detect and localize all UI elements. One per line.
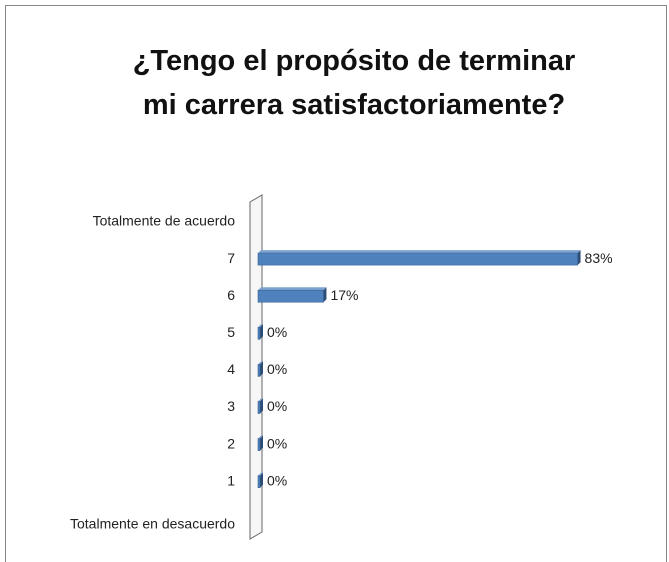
bar-face <box>260 398 263 414</box>
y-tick-label: 4 <box>227 361 235 377</box>
bar-face <box>257 326 261 340</box>
bar-face <box>258 472 263 476</box>
bar-face <box>257 401 261 414</box>
y-tick-label: 3 <box>227 398 235 414</box>
value-label: 17% <box>330 287 358 303</box>
bar-face <box>257 289 324 303</box>
bar-face <box>258 435 263 439</box>
value-label: 83% <box>585 250 613 266</box>
bar-face <box>260 324 263 340</box>
bar-face <box>257 252 578 266</box>
y-tick-label: 5 <box>227 324 235 340</box>
bar <box>257 324 263 340</box>
axis-wall <box>249 194 263 540</box>
bar-face <box>258 287 327 291</box>
frame <box>5 5 667 562</box>
title-line: mi carrera satisfactoriamente? <box>143 89 565 121</box>
bar-face <box>260 472 263 488</box>
value-label: 0% <box>267 361 287 377</box>
y-tick-label: 7 <box>227 250 235 266</box>
value-label: 0% <box>267 324 287 340</box>
y-tick-label: 2 <box>227 435 235 451</box>
bar-face <box>323 287 327 303</box>
y-tick-label: Totalmente de acuerdo <box>93 213 236 229</box>
bar <box>257 398 263 414</box>
bar <box>257 361 263 377</box>
bar-face <box>257 364 261 377</box>
bar-face <box>258 324 263 328</box>
y-tick-label: 6 <box>227 287 235 303</box>
bar-face <box>258 361 263 365</box>
value-label: 0% <box>267 435 287 451</box>
y-tick-label: 1 <box>227 472 235 488</box>
bar <box>257 472 263 489</box>
y-tick-label: Totalmente en desacuerdo <box>70 516 235 532</box>
value-label: 0% <box>267 398 287 414</box>
bar-face <box>260 361 263 377</box>
bar-face <box>258 250 581 254</box>
bar <box>257 250 581 266</box>
bar-face <box>257 438 261 451</box>
chart-title: ¿Tengo el propósito de terminar mi carrer… <box>133 45 576 121</box>
bar-face <box>260 435 263 451</box>
bar-face <box>577 250 581 266</box>
bar <box>257 287 327 303</box>
bar <box>257 435 263 451</box>
value-label: 0% <box>267 472 287 488</box>
title-line: ¿Tengo el propósito de terminar <box>133 45 576 77</box>
bar-face <box>257 475 261 489</box>
bar-face <box>258 398 263 402</box>
